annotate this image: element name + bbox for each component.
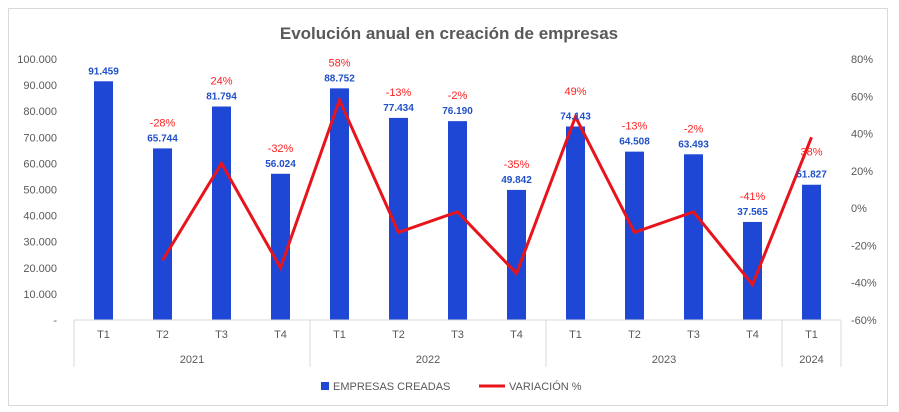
bar — [212, 106, 231, 320]
x-tick-label: T3 — [215, 329, 228, 341]
x-tick-label: T1 — [569, 329, 582, 341]
bar-data-label: 91.459 — [88, 66, 119, 77]
bar — [566, 126, 585, 320]
y-left-tick-label: 80.000 — [23, 106, 57, 118]
bar — [684, 154, 703, 320]
bar — [743, 221, 762, 320]
variation-line — [161, 95, 813, 288]
y-left-tick-label: 40.000 — [23, 211, 57, 223]
y-right-tick-label: 0% — [851, 203, 867, 215]
variation-data-label: -28% — [150, 117, 176, 129]
variation-data-label: 38% — [800, 146, 822, 158]
y-right-tick-label: -40% — [851, 278, 877, 290]
bar-data-label: 76.190 — [442, 106, 473, 117]
y-left-tick-label: 60.000 — [23, 158, 57, 170]
y-left-tick-label: 70.000 — [23, 132, 57, 144]
x-group-label: 2023 — [652, 354, 676, 366]
y-right-tick-label: 40% — [851, 129, 873, 141]
y-right-tick-label: -20% — [851, 240, 877, 252]
y-left-tick-label: - — [53, 315, 57, 327]
x-tick-label: T4 — [746, 329, 759, 341]
x-tick-label: T4 — [510, 329, 523, 341]
bar — [389, 117, 408, 320]
x-tick-label: T3 — [451, 329, 464, 341]
x-tick-label: T1 — [805, 329, 818, 341]
variation-data-label: -41% — [740, 191, 766, 203]
legend: EMPRESAS CREADAS VARIACIÓN % — [321, 380, 582, 393]
bar-data-label: 37.565 — [737, 207, 768, 218]
bar — [153, 148, 172, 320]
axes: - 10.000 20.000 30.000 40.000 50.000 60.000 70.… — [17, 54, 877, 327]
y-left-tick-label: 90.000 — [23, 80, 57, 92]
y-left-tick-label: 10.000 — [23, 289, 57, 301]
variation-data-label: 24% — [210, 76, 232, 88]
legend-bar-swatch — [321, 382, 329, 390]
x-tick-label: T4 — [274, 329, 287, 341]
bar-series — [94, 81, 821, 321]
bar-data-label: 81.794 — [206, 92, 237, 103]
bar-data-label: 77.434 — [383, 103, 414, 114]
bar-data-label: 49.842 — [501, 175, 532, 186]
x-axis: T1 T2 T3 T4 T1 T2 T3 T4 T1 T2 T3 T4 T1 2021 2022 2023 20… — [73, 319, 842, 367]
x-tick-label: T2 — [392, 329, 405, 341]
y-right-tick-label: -60% — [851, 315, 877, 327]
bar-data-label: 63.493 — [678, 139, 709, 150]
legend-line-label: VARIACIÓN % — [509, 380, 582, 393]
y-left-tick-label: 50.000 — [23, 185, 57, 197]
bar-data-label: 88.752 — [324, 73, 355, 84]
y-left-tick-label: 100.000 — [17, 54, 57, 66]
y-left-tick-label: 30.000 — [23, 237, 57, 249]
variation-data-label: -2% — [684, 123, 704, 135]
bar-data-label: 65.744 — [147, 133, 178, 144]
x-tick-label: T2 — [156, 329, 169, 341]
chart-title: Evolución anual en creación de empresas — [280, 24, 618, 43]
bar — [507, 189, 526, 320]
chart-frame: Evolución anual en creación de empresas … — [8, 8, 888, 406]
variation-data-label: 58% — [328, 57, 350, 69]
y-right-tick-label: 20% — [851, 166, 873, 178]
bar — [271, 173, 290, 320]
x-tick-label: T1 — [333, 329, 346, 341]
data-labels: 91.459 65.744 81.794 56.024 88.752 77.434 76.1… — [88, 57, 827, 218]
chart-svg: Evolución anual en creación de empresas … — [17, 24, 877, 393]
bar-data-label: 56.024 — [265, 159, 296, 170]
y-right-tick-label: 60% — [851, 91, 873, 103]
legend-bar-label: EMPRESAS CREADAS — [333, 381, 450, 393]
x-group-label: 2022 — [416, 354, 440, 366]
bar-data-label: 51.827 — [796, 170, 827, 181]
variation-data-label: -32% — [268, 143, 294, 155]
variation-data-label: -13% — [622, 121, 648, 133]
variation-data-label: -2% — [448, 90, 468, 102]
bar-data-label: 64.508 — [619, 137, 650, 148]
bar-data-label: 74.143 — [560, 111, 591, 122]
line-series — [161, 95, 813, 288]
bar — [94, 81, 113, 320]
x-tick-label: T2 — [628, 329, 641, 341]
y-left-tick-label: 20.000 — [23, 263, 57, 275]
variation-data-label: 49% — [564, 86, 586, 98]
variation-data-label: -13% — [386, 87, 412, 99]
x-tick-label: T1 — [97, 329, 110, 341]
x-group-label: 2021 — [180, 354, 204, 366]
bar — [625, 151, 644, 320]
y-right-tick-label: 80% — [851, 54, 873, 66]
variation-data-label: -35% — [504, 159, 530, 171]
x-group-label: 2024 — [799, 354, 823, 366]
bar — [448, 121, 467, 320]
bar — [802, 184, 821, 320]
bar — [330, 88, 349, 321]
x-tick-label: T3 — [687, 329, 700, 341]
